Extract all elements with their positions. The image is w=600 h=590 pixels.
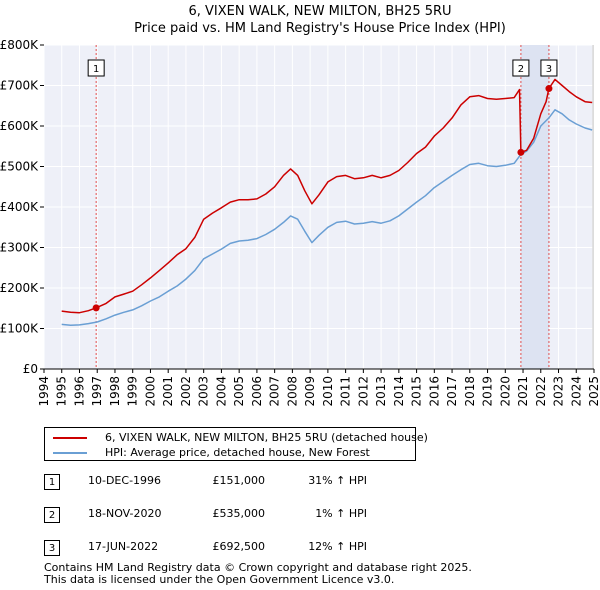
sale-marker-box [87, 59, 105, 77]
x-tick-label: 2003 [197, 376, 211, 407]
x-tick-label: 2012 [356, 376, 370, 407]
ownership-band [520, 45, 549, 369]
sale-price: £692,500 [212, 540, 266, 553]
sale-number-badge: 3 [44, 540, 60, 556]
sale-hpi-change: 31% ↑ HPI [308, 474, 367, 487]
sale-date: 17-JUN-2022 [88, 540, 159, 553]
sale-number-badge: 2 [44, 507, 60, 523]
axes: £0 £100K £200K £300K £400K £500K £600K £700K £80… [0, 38, 600, 407]
sale-hpi-change: 1% ↑ HPI [315, 507, 367, 520]
x-tick-label: 2020 [498, 376, 512, 407]
sale-bands [95, 45, 594, 369]
sale-markers: 1 2 3 [87, 59, 558, 312]
x-tick-label: 2025 [587, 376, 600, 407]
y-tick-label: £400K [0, 200, 39, 214]
grid [43, 44, 595, 370]
sale-hpi-change: 12% ↑ HPI [308, 540, 367, 553]
sale-point [517, 148, 525, 156]
x-tick-label: 1999 [126, 376, 140, 407]
legend-item-property: 6, VIXEN WALK, NEW MILTON, BH25 5RU (det… [53, 431, 428, 444]
sale-marker-number: 3 [546, 64, 552, 75]
x-tick-label: 2017 [445, 376, 459, 407]
sale-marker-number: 1 [93, 64, 99, 75]
legend-property-label: 6, VIXEN WALK, NEW MILTON, BH25 5RU (det… [105, 431, 428, 444]
hpi-series-line [61, 109, 593, 327]
y-tick-label: £500K [0, 160, 39, 174]
sale-point [545, 85, 553, 93]
legend: 6, VIXEN WALK, NEW MILTON, BH25 5RU (det… [44, 427, 428, 461]
sale-marker-box [512, 59, 530, 77]
sale-date: 18-NOV-2020 [88, 507, 162, 520]
x-tick-label: 2016 [427, 376, 441, 407]
sale-marker-box [540, 59, 558, 77]
x-tick-label: 1997 [90, 376, 104, 407]
x-tick-label: 2014 [392, 376, 406, 407]
sale-point [92, 304, 100, 312]
sale-date: 10-DEC-1996 [88, 474, 162, 487]
sale-number-badge: 1 [44, 474, 60, 490]
y-tick-label: £800K [0, 38, 39, 52]
legend-hpi-label: HPI: Average price, detached house, New … [105, 446, 370, 459]
x-tick-label: 2024 [569, 376, 583, 407]
x-tick-label: 2008 [285, 376, 299, 407]
y-tick-label: £300K [0, 241, 39, 255]
footer-copyright: Contains HM Land Registry data © Crown c… [44, 561, 472, 574]
x-tick-label: 2013 [374, 376, 388, 407]
attribution-footer: Contains HM Land Registry data © Crown c… [44, 562, 584, 586]
y-tick-label: £200K [0, 281, 39, 295]
price-chart: 6, VIXEN WALK, NEW MILTON, BH25 5RU Pric… [0, 4, 600, 407]
footer-licence: This data is licensed under the Open Gov… [44, 573, 395, 586]
x-tick-label: 2002 [179, 376, 193, 407]
legend-item-hpi: HPI: Average price, detached house, New … [53, 446, 370, 459]
legend-hpi-swatch [53, 452, 87, 454]
x-tick-label: 2015 [410, 376, 424, 407]
x-tick-label: 2018 [463, 376, 477, 407]
x-tick-label: 2019 [481, 376, 495, 407]
x-tick-label: 1994 [37, 376, 51, 407]
y-tick-label: £600K [0, 119, 39, 133]
x-tick-label: 2011 [339, 376, 353, 407]
x-tick-label: 2005 [232, 376, 246, 407]
x-tick-label: 2001 [161, 376, 175, 407]
sale-marker-number: 2 [518, 64, 524, 75]
x-tick-label: 2009 [303, 376, 317, 407]
chart-title: 6, VIXEN WALK, NEW MILTON, BH25 5RU [188, 4, 451, 19]
sale-price: £535,000 [212, 507, 266, 520]
x-tick-label: 1998 [108, 376, 122, 407]
chart-subtitle: Price paid vs. HM Land Registry's House … [134, 21, 506, 36]
x-tick-label: 1996 [72, 376, 86, 407]
legend-property-swatch [53, 437, 87, 439]
x-tick-label: 2023 [552, 376, 566, 407]
y-tick-label: £100K [0, 322, 39, 336]
y-tick-label: £700K [0, 79, 39, 93]
x-tick-label: 2007 [268, 376, 282, 407]
y-tick-label: £0 [23, 362, 38, 376]
x-tick-label: 2000 [143, 376, 157, 407]
x-tick-label: 2021 [516, 376, 530, 407]
x-tick-label: 2004 [214, 376, 228, 407]
x-tick-label: 1995 [55, 376, 69, 407]
x-tick-label: 2010 [321, 376, 335, 407]
x-tick-label: 2022 [534, 376, 548, 407]
sale-price: £151,000 [212, 474, 266, 487]
future-hatch-band [592, 45, 594, 369]
x-tick-label: 2006 [250, 376, 264, 407]
